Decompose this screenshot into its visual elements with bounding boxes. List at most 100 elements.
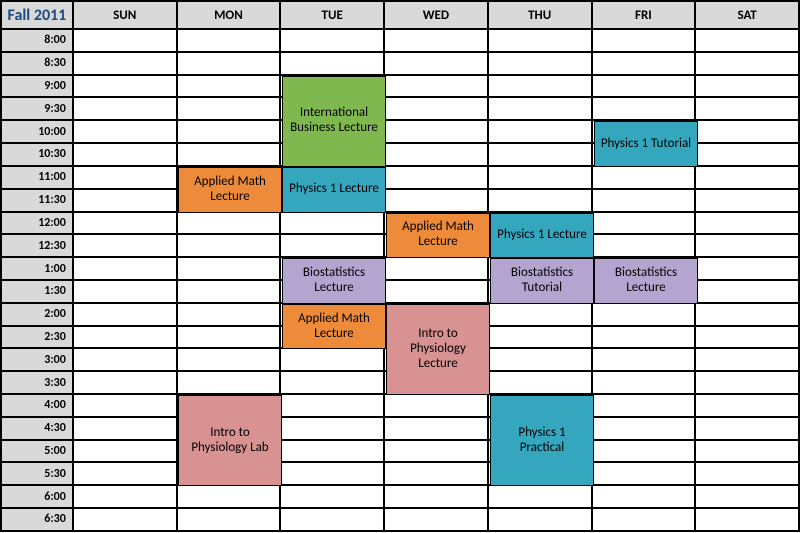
grid-cell [177,280,281,303]
grid-cell [73,212,177,235]
event-block[interactable]: Intro to Physiology Lecture [386,304,490,395]
grid-cell [592,97,696,120]
grid-cell [177,371,281,394]
grid-cell [73,29,177,52]
grid-cell [177,143,281,166]
grid-cell [384,508,488,531]
grid-cell [592,508,696,531]
time-label: 1:00 [1,257,73,280]
grid-cell [177,257,281,280]
grid-cell [177,120,281,143]
time-label: 11:30 [1,189,73,212]
grid-cell [695,326,799,349]
grid-cell [384,394,488,417]
time-row: 4:30 [1,417,799,440]
grid-cell [177,97,281,120]
grid-cell [592,189,696,212]
grid-cell [73,417,177,440]
grid-cell [384,257,488,280]
grid-cell [73,348,177,371]
day-header: TUE [280,1,384,29]
event-block[interactable]: Physics 1 Practical [490,395,594,486]
event-block[interactable]: International Business Lecture [282,76,386,167]
event-block[interactable]: Intro to Physiology Lab [178,395,282,486]
grid-cell [177,52,281,75]
time-label: 3:30 [1,371,73,394]
grid-cell [695,508,799,531]
weekly-schedule: Fall 2011SUNMONTUEWEDTHUFRISAT8:008:30 9:… [0,0,800,532]
grid-cell [488,485,592,508]
corner-title: Fall 2011 [1,1,73,29]
time-row: 9:30 [1,97,799,120]
grid-cell [177,212,281,235]
grid-cell [592,166,696,189]
grid-cell [177,75,281,98]
grid-cell [488,326,592,349]
grid-cell [695,189,799,212]
time-label: 2:30 [1,326,73,349]
grid-cell [592,52,696,75]
time-label: 11:00 [1,166,73,189]
event-block[interactable]: Biostatistics Tutorial [490,258,594,304]
grid-cell [73,303,177,326]
header-row: Fall 2011SUNMONTUEWEDTHUFRISAT [1,1,799,29]
grid-cell [280,440,384,463]
grid-cell [73,485,177,508]
time-row: 11:00 [1,166,799,189]
grid-cell [488,143,592,166]
grid-cell [73,234,177,257]
grid-cell [695,394,799,417]
grid-cell [73,52,177,75]
grid-cell [384,143,488,166]
grid-cell [695,440,799,463]
grid-cell [73,189,177,212]
time-label: 1:30 [1,280,73,303]
event-block[interactable]: Applied Math Lecture [282,304,386,350]
grid-cell [695,75,799,98]
time-row: 8:00 [1,29,799,52]
grid-cell [592,348,696,371]
grid-cell [592,394,696,417]
event-block[interactable]: Biostatistics Lecture [594,258,698,304]
grid-cell [73,462,177,485]
time-row: 8:30 [1,52,799,75]
time-label: 6:00 [1,485,73,508]
time-label: 10:00 [1,120,73,143]
grid-cell [280,371,384,394]
grid-cell [695,234,799,257]
grid-cell [384,417,488,440]
time-label: 4:30 [1,417,73,440]
time-label: 2:00 [1,303,73,326]
grid-cell [280,212,384,235]
grid-cell [384,120,488,143]
day-header: MON [177,1,281,29]
event-block[interactable]: Applied Math Lecture [386,213,490,259]
grid-cell [695,212,799,235]
event-block[interactable]: Physics 1 Tutorial [594,121,698,167]
grid-cell [177,485,281,508]
grid-cell [488,75,592,98]
day-header: SUN [73,1,177,29]
grid-cell [592,417,696,440]
event-block[interactable]: Applied Math Lecture [178,167,282,213]
grid-cell [280,29,384,52]
grid-cell [488,29,592,52]
time-row: 5:30 [1,462,799,485]
time-label: 5:30 [1,462,73,485]
grid-cell [695,417,799,440]
time-label: 8:30 [1,52,73,75]
event-block[interactable]: Biostatistics Lecture [282,258,386,304]
grid-cell [592,234,696,257]
event-block[interactable]: Physics 1 Lecture [490,213,594,259]
grid-cell [177,508,281,531]
grid-cell [488,189,592,212]
grid-cell [280,348,384,371]
grid-cell [177,326,281,349]
grid-cell [280,52,384,75]
grid-cell [695,29,799,52]
grid-cell [384,75,488,98]
grid-cell [73,508,177,531]
grid-cell [488,52,592,75]
event-block[interactable]: Physics 1 Lecture [282,167,386,213]
grid-cell [280,508,384,531]
